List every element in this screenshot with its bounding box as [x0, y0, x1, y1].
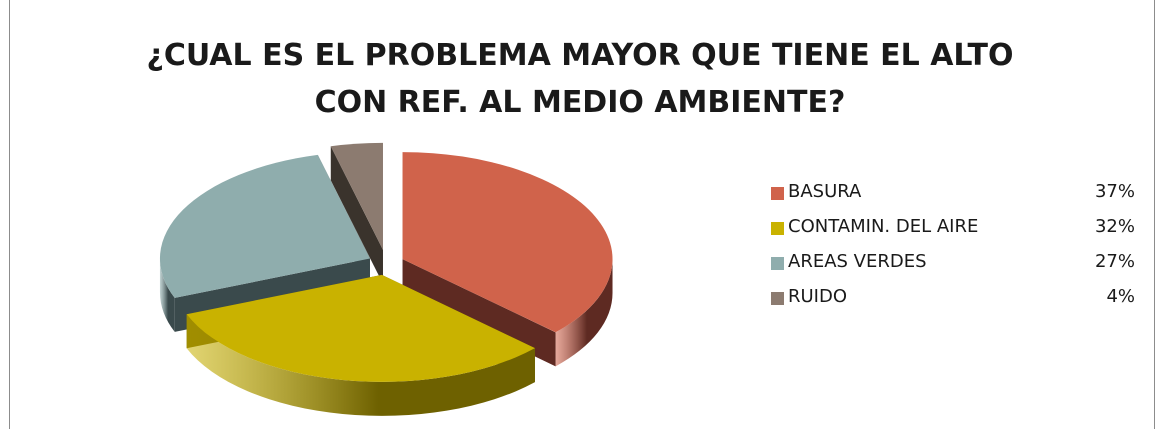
pie-slice-top — [186, 274, 535, 382]
pie-slice-top — [159, 154, 370, 298]
legend-swatch — [771, 187, 784, 200]
legend-swatch — [771, 222, 784, 235]
pie-slice-top — [330, 142, 383, 250]
legend-label: RUIDO — [788, 286, 848, 307]
legend-value: 4% — [1106, 286, 1135, 307]
pie-slice-side — [555, 259, 613, 367]
legend-item-areas-verdes: AREAS VERDES 27% — [771, 246, 1141, 281]
legend-value: 37% — [1094, 181, 1135, 202]
legend-swatch — [771, 257, 784, 270]
chart-title: ¿CUAL ES EL PROBLEMA MAYOR QUE TIENE EL … — [146, 38, 1014, 120]
chart-legend: BASURA 37% CONTAMIN. DEL AIRE 32% AREAS … — [771, 176, 1141, 316]
legend-item-basura: BASURA 37% — [771, 176, 1141, 211]
legend-label: BASURA — [788, 181, 862, 202]
pie-slice-contaminacion — [186, 274, 535, 416]
legend-item-ruido: RUIDO 4% — [771, 281, 1141, 316]
legend-label: CONTAMIN. DEL AIRE — [788, 216, 979, 237]
legend-value: 32% — [1094, 216, 1135, 237]
legend-value: 27% — [1094, 251, 1135, 272]
legend-swatch — [771, 292, 784, 305]
legend-label: AREAS VERDES — [788, 251, 927, 272]
pie-slice-ruido — [330, 142, 383, 284]
pie-slice-wall — [330, 146, 383, 284]
pie-slice-side — [186, 314, 535, 416]
pie-slice-basura — [402, 152, 613, 367]
legend-item-contaminacion: CONTAMIN. DEL AIRE 32% — [771, 211, 1141, 246]
pie-slice-side — [159, 258, 175, 332]
pie-slice-top — [402, 152, 613, 333]
pie-slice-wall — [402, 259, 556, 367]
